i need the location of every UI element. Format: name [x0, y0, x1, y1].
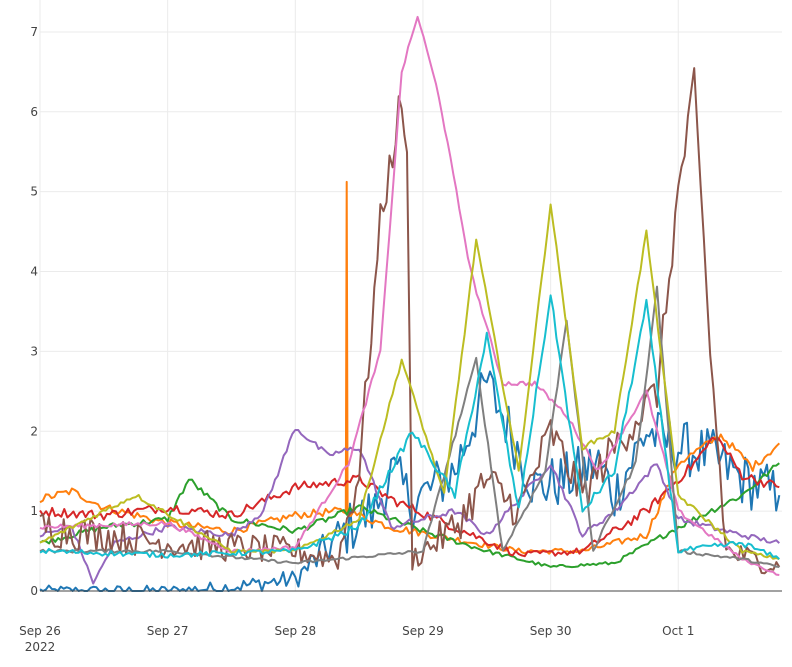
y-tick-label: 7	[30, 25, 38, 39]
series-line	[39, 436, 780, 558]
x-tick-sublabel: 2022	[25, 640, 56, 654]
series-line	[39, 15, 780, 576]
x-tick-label: Sep 30	[530, 624, 572, 638]
axes: Sep 26 2022 Sep 27 Sep 28 Sep 29 Sep 30 Oct 1 0…	[19, 25, 782, 654]
y-tick-label: 6	[30, 105, 38, 119]
series-line	[39, 429, 780, 585]
x-tick-label: Sep 29	[402, 624, 444, 638]
series-line	[39, 285, 780, 568]
series-line	[39, 67, 781, 575]
x-tick-label: Sep 28	[274, 624, 316, 638]
series-line	[39, 294, 780, 560]
x-tick-label: Sep 27	[147, 624, 189, 638]
series-line	[39, 180, 781, 555]
y-tick-label: 0	[30, 584, 38, 598]
y-tick-label: 5	[30, 185, 38, 199]
y-tick-label: 4	[30, 265, 38, 279]
x-tick-label: Sep 26	[19, 624, 61, 638]
series-lines	[39, 15, 781, 592]
series-line	[39, 203, 780, 561]
x-tick-label: Oct 1	[662, 624, 694, 638]
y-tick-label: 2	[30, 424, 38, 438]
y-tick-label: 1	[30, 504, 38, 518]
y-tick-label: 3	[30, 344, 38, 358]
series-line	[39, 370, 781, 592]
series-line	[39, 462, 780, 569]
